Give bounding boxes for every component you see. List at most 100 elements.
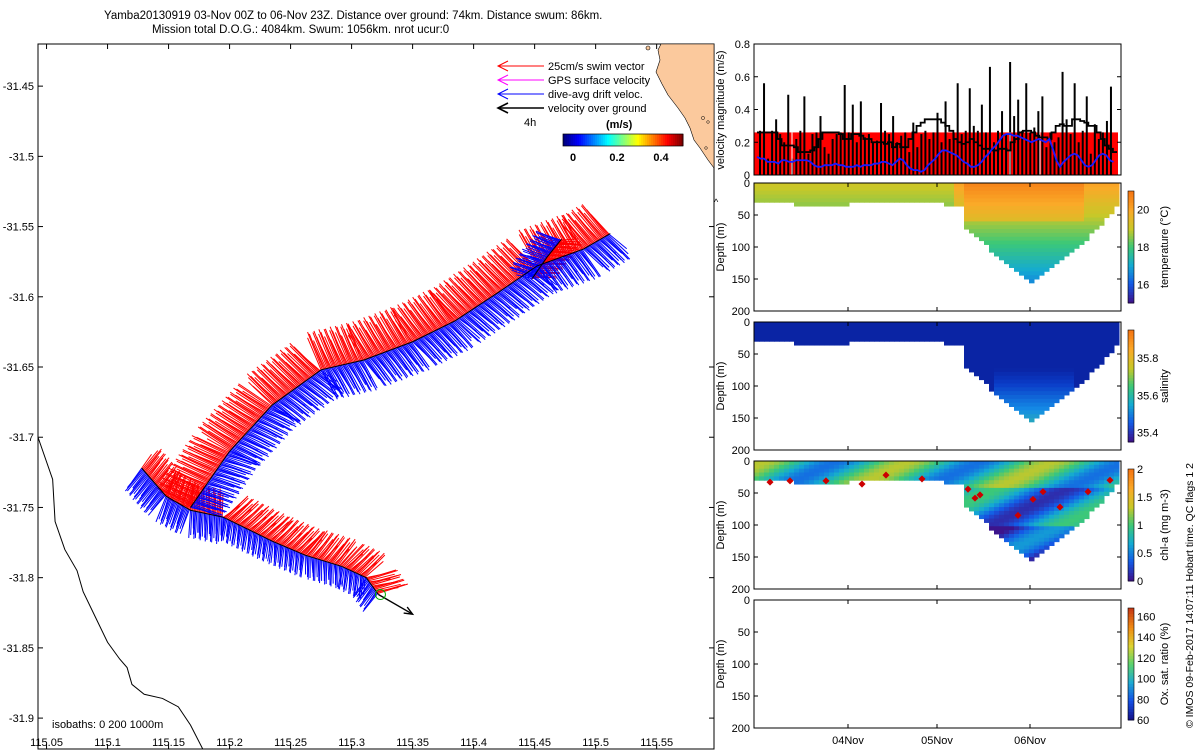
section-cell <box>1019 217 1025 222</box>
section-cell <box>1004 530 1010 535</box>
section-cell <box>769 325 775 331</box>
section-cell <box>994 364 1000 369</box>
section-cell <box>1054 229 1060 234</box>
drift-vector <box>345 569 350 591</box>
swim-vector <box>148 461 161 478</box>
section-cell <box>839 198 845 203</box>
section-cell <box>1109 337 1115 342</box>
drift-vector <box>342 568 347 590</box>
ground-track <box>141 467 224 518</box>
colorbar-tick-label: 0.2 <box>609 152 624 164</box>
section-cell <box>1004 244 1010 249</box>
section-cell <box>989 232 995 238</box>
section-cell <box>1054 368 1060 373</box>
drift-vector <box>586 246 611 272</box>
section-cell <box>839 337 845 342</box>
colorbar-cell <box>661 134 664 146</box>
drift-vector <box>484 300 510 324</box>
section-cell <box>984 495 990 500</box>
section-cell <box>989 244 995 249</box>
section-cell <box>914 472 920 477</box>
section-cell <box>984 364 990 369</box>
section-data-temperature <box>754 183 1120 284</box>
section-cell <box>1069 375 1075 381</box>
section-cell <box>1074 356 1080 361</box>
drift-vector <box>529 240 553 252</box>
section-cell <box>989 499 995 504</box>
drift-vector <box>494 294 520 318</box>
section-cell <box>1069 480 1075 485</box>
section-cell <box>1034 375 1040 381</box>
section-cell <box>1079 364 1085 369</box>
section-cell <box>944 341 950 346</box>
section-cell <box>994 461 1000 466</box>
section-cell <box>1094 487 1100 493</box>
drift-vector <box>221 462 253 476</box>
section-cell <box>924 464 930 470</box>
section-cell <box>1004 503 1010 508</box>
section-cell <box>1039 325 1045 331</box>
section-cell <box>1044 186 1050 192</box>
drift-vector <box>214 472 247 485</box>
swim-vector <box>551 250 575 255</box>
swim-vector <box>331 537 351 564</box>
swim-vector <box>269 369 293 391</box>
section-cell <box>789 461 795 466</box>
drift-vector <box>401 345 418 365</box>
colorbar-cell <box>583 134 586 146</box>
section-cell <box>1064 522 1070 527</box>
section-cell <box>799 333 805 338</box>
section-cell <box>1004 348 1010 354</box>
section-cell <box>1044 329 1050 335</box>
section-cell <box>1039 271 1045 276</box>
swim-vector <box>581 204 608 236</box>
section-cell <box>844 464 850 470</box>
colorbar-cell <box>669 134 672 146</box>
section-cell <box>1089 194 1095 199</box>
swim-vector <box>400 316 419 340</box>
section-cell <box>1004 236 1010 242</box>
section-cell <box>1009 402 1015 407</box>
section-cell <box>1039 464 1045 470</box>
drift-vector <box>545 262 563 285</box>
section-cell <box>879 325 885 331</box>
swim-vector <box>246 373 276 403</box>
section-cell <box>1019 375 1025 381</box>
section-cell <box>899 186 905 192</box>
ground-speed-line <box>757 118 1117 153</box>
drift-vector <box>499 290 526 314</box>
section-cell <box>1054 190 1060 196</box>
section-cell <box>1054 183 1060 188</box>
section-cell <box>899 461 905 466</box>
section-cell <box>1024 341 1030 346</box>
section-cell <box>1029 356 1035 361</box>
colorbar-cell <box>595 134 598 146</box>
section-cell <box>994 183 1000 188</box>
section-cell <box>1024 487 1030 493</box>
swim-vector <box>268 521 289 540</box>
section-cell <box>984 329 990 335</box>
drift-vector <box>457 318 481 339</box>
drift-vector <box>511 269 534 279</box>
drift-vector <box>435 330 458 357</box>
section-cell <box>1094 217 1100 222</box>
section-cell <box>839 468 845 474</box>
section-cell <box>1054 232 1060 238</box>
section-cell <box>959 183 965 188</box>
section-cell <box>1084 341 1090 346</box>
section-cell <box>1089 352 1095 358</box>
section-cell <box>974 329 980 335</box>
section-cell <box>1064 491 1070 497</box>
section-cell <box>1044 375 1050 381</box>
section-cell <box>1094 464 1100 470</box>
swim-vector <box>553 248 575 252</box>
section-cell <box>1044 236 1050 242</box>
section-cell <box>1049 360 1055 365</box>
section-colorbar-tick-label: 35.8 <box>1137 353 1158 365</box>
section-cell <box>1039 530 1045 535</box>
section-cell <box>904 337 910 342</box>
section-cell <box>1014 480 1020 485</box>
drift-vector <box>531 250 548 258</box>
section-cell <box>1029 325 1035 331</box>
section-cell <box>1084 183 1090 188</box>
